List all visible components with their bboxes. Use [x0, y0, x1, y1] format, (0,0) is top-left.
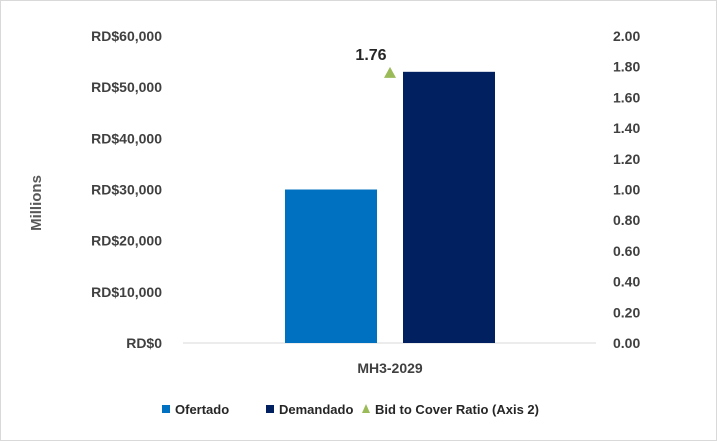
markers-group: 1.76: [355, 47, 396, 78]
legend-swatch: [266, 405, 274, 413]
y2-tick-label: 1.20: [613, 151, 640, 167]
bid-to-cover-marker: [384, 66, 396, 78]
y-axis-secondary: 0.00 0.20 0.40 0.60 0.80 1.00 1.20 1.40 1.60 1.80…: [613, 28, 640, 351]
bar-demandado: [403, 71, 495, 344]
y-tick-label: RD$40,000: [91, 130, 162, 146]
legend-swatch: [362, 404, 370, 413]
x-tick-label: MH3-2029: [357, 360, 423, 376]
bars-group: [285, 71, 495, 344]
y2-tick-label: 0.20: [613, 304, 640, 320]
bar-ofertado: [285, 189, 377, 343]
legend-label: Demandado: [279, 402, 353, 417]
y-tick-label: RD$0: [126, 335, 162, 351]
y2-tick-label: 1.40: [613, 120, 640, 136]
legend-label: Bid to Cover Ratio (Axis 2): [375, 402, 539, 417]
y-tick-label: RD$30,000: [91, 182, 162, 198]
legend-swatch: [162, 405, 170, 413]
y2-tick-label: 0.40: [613, 274, 640, 290]
x-axis: MH3-2029: [357, 360, 423, 376]
y-tick-label: RD$10,000: [91, 284, 162, 300]
y2-tick-label: 2.00: [613, 28, 640, 44]
y-axis-title: Millions: [28, 175, 45, 231]
y2-tick-label: 0.80: [613, 212, 640, 228]
y2-tick-label: 1.60: [613, 89, 640, 105]
y2-tick-label: 1.80: [613, 59, 640, 75]
y2-tick-label: 1.00: [613, 182, 640, 198]
y-tick-label: RD$60,000: [91, 28, 162, 44]
legend-label: Ofertado: [175, 402, 229, 417]
y2-tick-label: 0.00: [613, 335, 640, 351]
y-tick-label: RD$20,000: [91, 233, 162, 249]
bid-to-cover-data-label: 1.76: [355, 47, 386, 64]
y2-tick-label: 0.60: [613, 243, 640, 259]
legend: Ofertado Demandado Bid to Cover Ratio (Axi…: [162, 402, 539, 417]
y-tick-label: RD$50,000: [91, 79, 162, 95]
y-axis-primary: RD$0 RD$10,000 RD$20,000 RD$30,000 RD$40,000…: [91, 28, 162, 351]
